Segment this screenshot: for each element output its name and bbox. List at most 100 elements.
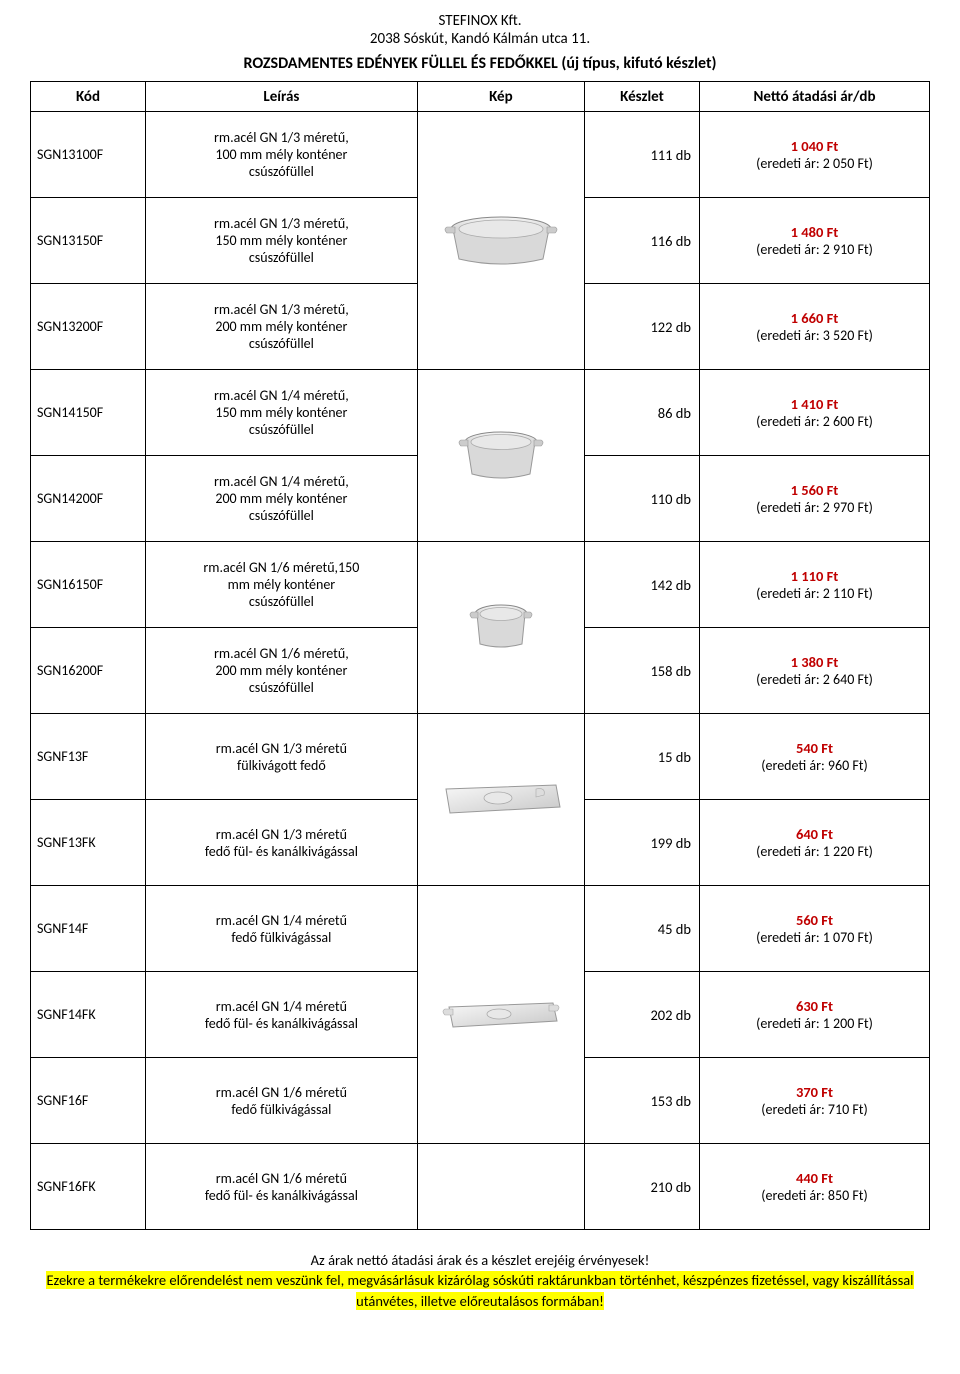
table-header-row: Kód Leírás Kép Készlet Nettó átadási ár/… — [31, 82, 930, 112]
cell-price: 630 Ft(eredeti ár: 1 200 Ft) — [700, 972, 930, 1058]
col-header-kod: Kód — [31, 82, 146, 112]
cell-price: 440 Ft(eredeti ár: 850 Ft) — [700, 1144, 930, 1230]
price-value: 540 Ft — [706, 739, 923, 757]
cell-kod: SGN13100F — [31, 112, 146, 198]
original-price: (eredeti ár: 2 910 Ft) — [706, 241, 923, 258]
cell-kod: SGNF13FK — [31, 800, 146, 886]
cell-keszlet: 202 db — [585, 972, 700, 1058]
cell-price: 540 Ft(eredeti ár: 960 Ft) — [700, 714, 930, 800]
cell-leiras: rm.acél GN 1/4 méretűfedő fül- és kanálk… — [145, 972, 417, 1058]
price-value: 1 660 Ft — [706, 309, 923, 327]
cell-kod: SGNF16F — [31, 1058, 146, 1144]
cell-leiras: rm.acél GN 1/6 méretű,150mm mély konténe… — [145, 542, 417, 628]
original-price: (eredeti ár: 2 640 Ft) — [706, 671, 923, 688]
cell-keszlet: 45 db — [585, 886, 700, 972]
table-row: SGN13100Frm.acél GN 1/3 méretű,100 mm mé… — [31, 112, 930, 198]
original-price: (eredeti ár: 2 050 Ft) — [706, 155, 923, 172]
original-price: (eredeti ár: 2 110 Ft) — [706, 585, 923, 602]
cell-price: 1 410 Ft(eredeti ár: 2 600 Ft) — [700, 370, 930, 456]
price-value: 630 Ft — [706, 997, 923, 1015]
cell-leiras: rm.acél GN 1/4 méretű,150 mm mély kontén… — [145, 370, 417, 456]
cell-image — [417, 1144, 584, 1230]
cell-leiras: rm.acél GN 1/3 méretűfülkivágott fedő — [145, 714, 417, 800]
cell-keszlet: 210 db — [585, 1144, 700, 1230]
original-price: (eredeti ár: 960 Ft) — [706, 757, 923, 774]
table-row: SGN16150Frm.acél GN 1/6 méretű,150mm mél… — [31, 542, 930, 628]
cell-kod: SGN16200F — [31, 628, 146, 714]
col-header-kep: Kép — [417, 82, 584, 112]
cell-image — [417, 714, 584, 886]
product-icon — [424, 211, 578, 271]
price-value: 1 110 Ft — [706, 567, 923, 585]
document-title: ROZSDAMENTES EDÉNYEK FÜLLEL ÉS FEDŐKKEL … — [30, 54, 930, 73]
original-price: (eredeti ár: 1 200 Ft) — [706, 1015, 923, 1032]
col-header-ar: Nettó átadási ár/db — [700, 82, 930, 112]
table-row: SGNF13Frm.acél GN 1/3 méretűfülkivágott … — [31, 714, 930, 800]
price-value: 1 040 Ft — [706, 137, 923, 155]
cell-keszlet: 111 db — [585, 112, 700, 198]
cell-keszlet: 122 db — [585, 284, 700, 370]
cell-price: 1 660 Ft(eredeti ár: 3 520 Ft) — [700, 284, 930, 370]
col-header-leiras: Leírás — [145, 82, 417, 112]
cell-kod: SGN16150F — [31, 542, 146, 628]
product-table: Kód Leírás Kép Készlet Nettó átadási ár/… — [30, 81, 930, 1230]
table-row: SGNF16FKrm.acél GN 1/6 méretűfedő fül- é… — [31, 1144, 930, 1230]
cell-leiras: rm.acél GN 1/3 méretű,100 mm mély kontén… — [145, 112, 417, 198]
cell-keszlet: 199 db — [585, 800, 700, 886]
cell-kod: SGN14200F — [31, 456, 146, 542]
cell-keszlet: 110 db — [585, 456, 700, 542]
cell-price: 1 560 Ft(eredeti ár: 2 970 Ft) — [700, 456, 930, 542]
col-header-keszlet: Készlet — [585, 82, 700, 112]
cell-leiras: rm.acél GN 1/3 méretű,200 mm mély kontén… — [145, 284, 417, 370]
cell-kod: SGN13200F — [31, 284, 146, 370]
price-value: 440 Ft — [706, 1169, 923, 1187]
price-value: 1 480 Ft — [706, 223, 923, 241]
cell-price: 560 Ft(eredeti ár: 1 070 Ft) — [700, 886, 930, 972]
footer: Az árak nettó átadási árak és a készlet … — [30, 1250, 930, 1311]
company-address: 2038 Sóskút, Kandó Kálmán utca 11. — [30, 30, 930, 48]
cell-kod: SGNF16FK — [31, 1144, 146, 1230]
cell-kod: SGN13150F — [31, 198, 146, 284]
cell-price: 370 Ft(eredeti ár: 710 Ft) — [700, 1058, 930, 1144]
original-price: (eredeti ár: 2 600 Ft) — [706, 413, 923, 430]
cell-leiras: rm.acél GN 1/6 méretűfedő fülkivágással — [145, 1058, 417, 1144]
cell-price: 1 480 Ft(eredeti ár: 2 910 Ft) — [700, 198, 930, 284]
original-price: (eredeti ár: 710 Ft) — [706, 1101, 923, 1118]
cell-image — [417, 886, 584, 1144]
original-price: (eredeti ár: 1 070 Ft) — [706, 929, 923, 946]
footer-line1: Az árak nettó átadási árak és a készlet … — [30, 1250, 930, 1270]
cell-price: 1 380 Ft(eredeti ár: 2 640 Ft) — [700, 628, 930, 714]
table-row: SGNF14Frm.acél GN 1/4 méretűfedő fülkivá… — [31, 886, 930, 972]
cell-kod: SGNF13F — [31, 714, 146, 800]
cell-kod: SGNF14FK — [31, 972, 146, 1058]
cell-image — [417, 370, 584, 542]
cell-kod: SGN14150F — [31, 370, 146, 456]
cell-kod: SGNF14F — [31, 886, 146, 972]
cell-image — [417, 112, 584, 370]
cell-price: 1 040 Ft(eredeti ár: 2 050 Ft) — [700, 112, 930, 198]
cell-leiras: rm.acél GN 1/3 méretűfedő fül- és kanálk… — [145, 800, 417, 886]
cell-keszlet: 158 db — [585, 628, 700, 714]
table-row: SGN14150Frm.acél GN 1/4 méretű,150 mm mé… — [31, 370, 930, 456]
price-value: 560 Ft — [706, 911, 923, 929]
product-icon — [424, 995, 578, 1035]
original-price: (eredeti ár: 850 Ft) — [706, 1187, 923, 1204]
product-icon — [424, 600, 578, 655]
company-name: STEFINOX Kft. — [30, 12, 930, 30]
cell-price: 640 Ft(eredeti ár: 1 220 Ft) — [700, 800, 930, 886]
original-price: (eredeti ár: 2 970 Ft) — [706, 499, 923, 516]
cell-leiras: rm.acél GN 1/3 méretű,150 mm mély kontén… — [145, 198, 417, 284]
cell-leiras: rm.acél GN 1/4 méretű,200 mm mély kontén… — [145, 456, 417, 542]
cell-leiras: rm.acél GN 1/4 méretűfedő fülkivágással — [145, 886, 417, 972]
original-price: (eredeti ár: 1 220 Ft) — [706, 843, 923, 860]
price-value: 1 380 Ft — [706, 653, 923, 671]
cell-price: 1 110 Ft(eredeti ár: 2 110 Ft) — [700, 542, 930, 628]
product-icon — [424, 777, 578, 822]
price-value: 370 Ft — [706, 1083, 923, 1101]
cell-keszlet: 153 db — [585, 1058, 700, 1144]
product-icon — [424, 426, 578, 486]
cell-leiras: rm.acél GN 1/6 méretűfedő fül- és kanálk… — [145, 1144, 417, 1230]
price-value: 1 560 Ft — [706, 481, 923, 499]
cell-keszlet: 142 db — [585, 542, 700, 628]
cell-keszlet: 15 db — [585, 714, 700, 800]
